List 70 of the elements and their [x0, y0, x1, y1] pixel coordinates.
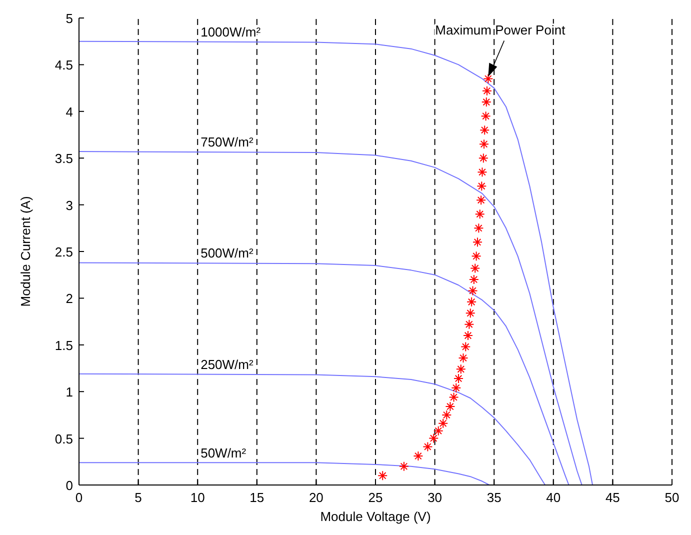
point [428, 433, 439, 444]
point [442, 410, 452, 420]
y-tick-label: 4 [66, 104, 73, 120]
point [470, 263, 480, 274]
y-tick-label: 0 [66, 478, 73, 493]
point [458, 352, 468, 363]
x-tick-label: 45 [605, 490, 620, 505]
point [478, 153, 488, 164]
point [438, 418, 448, 428]
series-label: 250W/m² [200, 356, 254, 372]
point [463, 330, 474, 341]
point [474, 209, 485, 220]
point [454, 374, 464, 384]
point [476, 181, 487, 192]
point [433, 426, 444, 436]
point [476, 195, 486, 206]
y-tick-label: 3.5 [54, 151, 73, 166]
point [468, 286, 478, 296]
y-tick-label: 5 [66, 11, 73, 26]
y-tick-label: 3 [66, 198, 73, 213]
x-tick-label: 5 [134, 490, 142, 505]
point [398, 461, 409, 472]
point [468, 274, 479, 285]
point [456, 364, 466, 374]
x-tick-label: 20 [308, 490, 324, 505]
point [448, 392, 459, 402]
line-series [78, 373, 546, 486]
point [481, 97, 492, 108]
line-series [78, 40, 594, 486]
x-tick-label: 30 [428, 490, 442, 505]
x-tick-label: 40 [546, 490, 561, 505]
series-label: 500W/m² [200, 246, 254, 261]
point [480, 111, 491, 122]
point [482, 86, 492, 96]
line-series [78, 462, 490, 486]
y-tick-label: 4.5 [54, 58, 73, 73]
x-tick-label: 10 [190, 490, 205, 505]
x-tick-label: 25 [368, 490, 383, 505]
point [464, 319, 474, 330]
point [472, 237, 482, 248]
point [460, 342, 471, 352]
point [480, 125, 490, 136]
x-tick-label: 35 [486, 490, 502, 505]
x-tick-label: 0 [75, 490, 83, 505]
series-label: 750W/m² [200, 134, 254, 150]
y-tick-label: 0.5 [54, 431, 73, 446]
point [413, 451, 424, 462]
x-tick-label: 15 [250, 490, 264, 505]
y-tick-label: 2.5 [54, 244, 73, 260]
point [378, 470, 388, 481]
x-axis-title: Module Voltage (V) [320, 509, 431, 524]
y-axis-title: Module Current (A) [18, 196, 33, 307]
point [465, 308, 476, 318]
y-tick-label: 2 [66, 291, 73, 306]
x-tick-label: 50 [664, 490, 680, 505]
y-tick-label: 1 [66, 384, 73, 400]
series-label: 50W/m² [200, 446, 247, 461]
point [477, 167, 488, 178]
y-tick-label: 1.5 [54, 338, 73, 353]
point [451, 382, 462, 393]
annotation: Maximum Power Point [435, 22, 566, 38]
line-series [78, 151, 582, 486]
point [471, 251, 482, 262]
point [422, 442, 433, 452]
point [466, 296, 477, 307]
point [474, 223, 484, 234]
point [483, 74, 494, 84]
point [479, 139, 490, 150]
line-series [78, 262, 570, 486]
point [445, 402, 456, 412]
